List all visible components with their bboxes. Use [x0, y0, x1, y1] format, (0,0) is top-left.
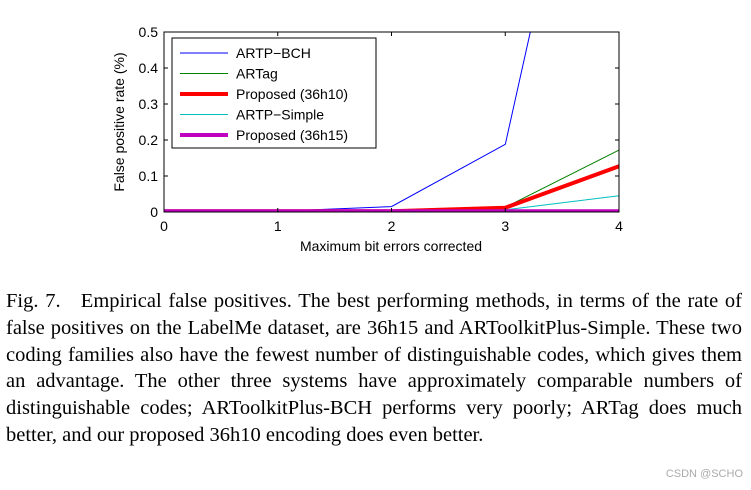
- watermark: CSDN @SCHO: [665, 468, 743, 480]
- y-tick-label: 0: [150, 204, 158, 220]
- x-tick-label: 1: [274, 218, 282, 234]
- legend-label: Proposed (36h10): [236, 86, 348, 102]
- x-tick-label: 0: [160, 218, 168, 234]
- legend-label: Proposed (36h15): [236, 127, 348, 143]
- false-positive-chart: 0 1 2 3 4 0 0.1 0.2 0.3 0.4 0.5 Maximum bit errors…: [111, 24, 624, 254]
- figure-caption: Fig. 7. Empirical false positives. The b…: [6, 290, 742, 446]
- legend-label: ARTag: [236, 66, 278, 82]
- y-tick-label: 0.3: [139, 96, 159, 112]
- legend: ARTP−BCH ARTag Proposed (36h10) ARTP−Simple…: [171, 37, 377, 149]
- y-tick-label: 0.2: [139, 132, 159, 148]
- x-axis-label: Maximum bit errors corrected: [300, 238, 482, 254]
- series-line-artag: [164, 149, 619, 212]
- x-tick-label: 2: [388, 218, 396, 234]
- tick-layer: 0 1 2 3 4 0 0.1 0.2 0.3 0.4 0.5: [139, 24, 624, 234]
- y-tick-label: 0.4: [139, 60, 159, 76]
- x-tick-label: 4: [615, 218, 623, 234]
- x-tick-label: 3: [501, 218, 509, 234]
- legend-label: ARTP−BCH: [236, 45, 311, 61]
- y-tick-label: 0.1: [139, 168, 159, 184]
- y-axis-label: False positive rate (%): [111, 52, 127, 191]
- y-tick-label: 0.5: [139, 24, 159, 40]
- legend-label: ARTP−Simple: [236, 107, 324, 123]
